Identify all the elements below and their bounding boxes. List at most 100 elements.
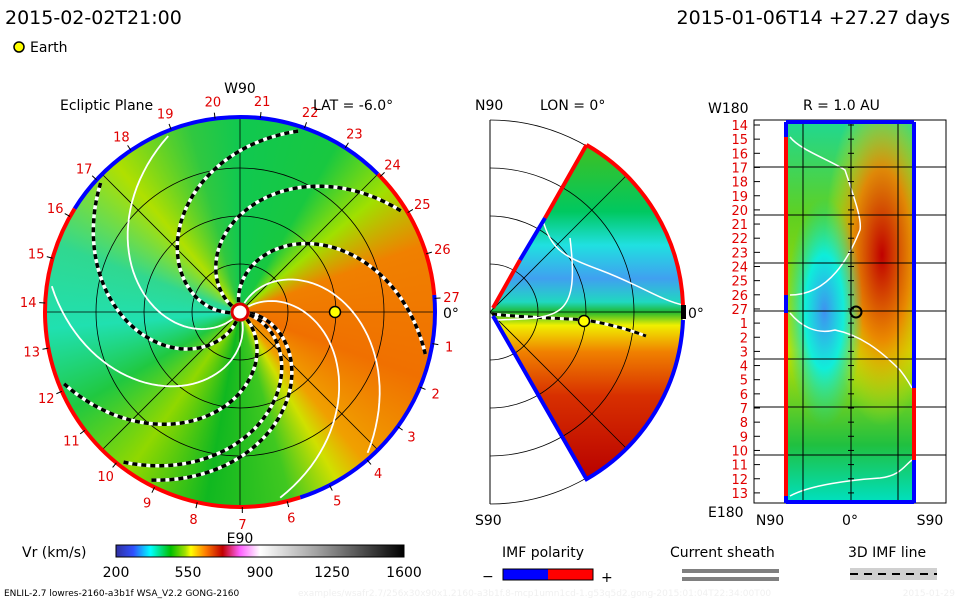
sheath-line (126, 135, 234, 331)
carrington-tick (56, 390, 63, 395)
colorbar: Vr (km/s) 200 550 900 1250 1600 (22, 544, 422, 581)
radial-top-label: W180 (708, 101, 749, 117)
carrington-label: 13 (23, 345, 40, 360)
grid-line (489, 311, 627, 449)
imf-polarity-title: IMF polarity (502, 545, 584, 561)
ecliptic-bottom-label: E90 (227, 531, 254, 547)
colorbar-ramp (115, 544, 405, 558)
carrington-tick (79, 429, 86, 435)
carrington-row-label: 2 (740, 331, 748, 346)
earth-legend-label: Earth (30, 40, 68, 56)
carrington-row-label: 1 (740, 317, 748, 332)
grid-line (489, 175, 627, 313)
carrington-row-label: 21 (731, 218, 748, 233)
carrington-row-label: 17 (731, 161, 748, 176)
current-sheath-legend: Current sheath (670, 545, 779, 581)
colorbar-label: Vr (km/s) (22, 545, 86, 561)
carrington-row-label: 25 (731, 275, 748, 290)
carrington-row-label: 18 (731, 176, 748, 191)
carrington-label: 25 (414, 198, 431, 213)
carrington-label: 10 (97, 470, 114, 485)
sheath-swatch (682, 577, 779, 581)
carrington-label: 6 (287, 512, 295, 527)
lon-label: LON = 0° (540, 98, 605, 114)
carrington-row-label: 23 (731, 246, 748, 261)
carrington-tick (213, 112, 216, 119)
sheath-line (789, 459, 913, 497)
carrington-tick (379, 171, 385, 177)
carrington-row-label: 16 (731, 147, 748, 162)
carrington-label: 11 (63, 435, 80, 450)
meridional-panel: N90 LON = 0° S90 0° (475, 98, 704, 529)
carrington-tick (397, 426, 403, 431)
earth-marker (849, 305, 863, 319)
carrington-label: 8 (189, 513, 197, 528)
sheath-line (789, 312, 913, 389)
carrington-row-label: 22 (731, 232, 748, 247)
polarity-boundary-negative (299, 294, 437, 500)
carrington-row-label: 19 (731, 190, 748, 205)
colorbar-tick-label: 900 (247, 565, 274, 581)
polarity-boundary-positive (585, 143, 685, 306)
imf-line (214, 184, 402, 308)
run-date: 2015-01-29 (903, 589, 956, 599)
radial-title: R = 1.0 AU (803, 98, 880, 114)
radial-x-label-0: 0° (842, 513, 858, 529)
meridional-zero-label: 0° (688, 306, 704, 322)
radial-bottom-label: E180 (708, 505, 744, 521)
carrington-label: 26 (434, 243, 451, 258)
carrington-tick (91, 175, 97, 181)
polarity-boundary-positive (543, 143, 589, 219)
imf-line-dash (123, 313, 284, 468)
zero-marker (681, 305, 686, 319)
colorbar-tick-label: 550 (175, 565, 202, 581)
carrington-tick (112, 462, 117, 468)
carrington-label: 2 (431, 388, 439, 403)
imf-line-dash (236, 241, 427, 355)
polarity-boundary-positive (43, 207, 301, 509)
carrington-label: 21 (254, 95, 271, 110)
polarity-boundary-negative (784, 120, 916, 504)
imf-swatch-border (502, 568, 594, 581)
ecliptic-title: Ecliptic Plane (60, 98, 153, 114)
imf-plus: + (601, 570, 613, 586)
sheath-line (243, 278, 381, 454)
carrington-row-label: 15 (731, 133, 748, 148)
carrington-tick (344, 142, 349, 149)
carrington-label: 1 (445, 340, 453, 355)
sheath-line (494, 237, 574, 321)
carrington-row-label: 6 (740, 388, 748, 403)
carrington-row-label: 26 (731, 289, 748, 304)
carrington-label: 23 (346, 128, 363, 143)
carrington-tick (42, 347, 49, 350)
carrington-tick (151, 487, 155, 493)
ecliptic-zero-label: 0° (443, 306, 459, 322)
ecliptic-top-label: W90 (224, 81, 256, 97)
north-label: N90 (475, 98, 503, 114)
earth-legend-icon (13, 41, 25, 53)
colorbar-tick-label: 1250 (314, 565, 350, 581)
polarity-boundary-positive (376, 172, 437, 296)
carrington-tick (432, 343, 439, 346)
polarity-boundary-negative (491, 315, 685, 482)
carrington-row-label: 14 (731, 119, 748, 134)
carrington-label: 22 (302, 106, 319, 121)
carrington-tick (425, 251, 433, 255)
lat-label: LAT = -6.0° (313, 98, 393, 114)
imf-line-dash (91, 182, 238, 351)
carrington-label: 20 (205, 96, 222, 111)
colorbar-tick-label: 200 (103, 565, 130, 581)
carrington-tick (195, 502, 198, 509)
sun-icon (230, 302, 250, 322)
sheath-swatch (682, 569, 779, 573)
carrington-label: 4 (374, 467, 382, 482)
carrington-label: 3 (407, 431, 415, 446)
r-1au-panel: 1415161718192021222324252627123456789101… (708, 98, 947, 529)
carrington-row-label: 20 (731, 204, 748, 219)
sheath-line (539, 209, 684, 306)
imf-line-dash (62, 318, 259, 427)
carrington-row-label: 24 (731, 261, 748, 276)
carrington-row-label: 12 (731, 473, 748, 488)
carrington-label: 5 (333, 494, 341, 509)
